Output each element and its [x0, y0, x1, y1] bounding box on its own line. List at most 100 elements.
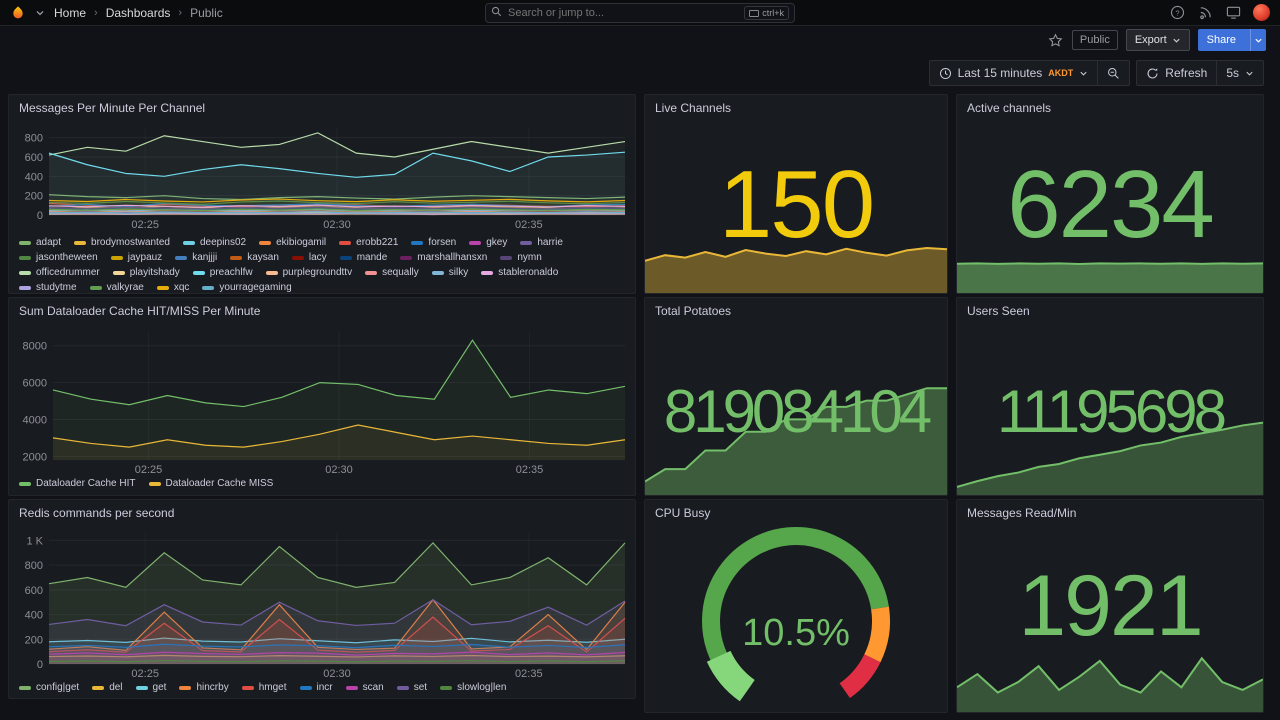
legend-item-jaypauz[interactable]: jaypauz — [110, 252, 163, 263]
panel-title[interactable]: CPU Busy — [655, 506, 711, 520]
panel-total-potatoes: Total Potatoes 819084104 — [644, 297, 948, 496]
legend-item-get[interactable]: get — [135, 682, 167, 693]
legend-series-label: get — [152, 682, 167, 693]
legend-series-label: Dataloader Cache HIT — [36, 478, 136, 489]
time-range-label: Last 15 minutes — [957, 66, 1043, 80]
breadcrumb-current[interactable]: Public — [190, 5, 223, 20]
legend-item-gkey[interactable]: gkey — [469, 237, 507, 248]
panel-title[interactable]: Redis commands per second — [19, 506, 175, 520]
legend-item-scan[interactable]: scan — [345, 682, 384, 693]
panel-title[interactable]: Messages Read/Min — [967, 506, 1077, 520]
legend-item-brodymostwanted[interactable]: brodymostwanted — [74, 237, 170, 248]
legend-item-dataloader-cache-miss[interactable]: Dataloader Cache MISS — [148, 478, 273, 489]
legend-item-lacy[interactable]: lacy — [291, 252, 327, 263]
zoom-out-button[interactable] — [1097, 61, 1129, 85]
share-caret[interactable] — [1250, 29, 1266, 51]
share-button[interactable]: Share — [1197, 29, 1266, 51]
keyboard-icon — [749, 9, 760, 17]
user-avatar[interactable] — [1253, 4, 1270, 21]
refresh-interval-picker[interactable]: 5s — [1216, 61, 1263, 85]
dataloader-chart[interactable]: 2000 4000 6000 8000 02:25 02:30 02:35 — [11, 326, 629, 476]
messages-read-value: 1921 — [1018, 558, 1203, 654]
public-tag[interactable]: Public — [1071, 30, 1118, 50]
svg-text:0: 0 — [37, 210, 43, 222]
legend-item-silky[interactable]: silky — [431, 267, 468, 278]
chevron-down-icon — [1246, 71, 1253, 76]
nav-menu-caret-icon[interactable] — [32, 5, 48, 21]
legend-item-mande[interactable]: mande — [339, 252, 387, 263]
legend-item-jasontheween[interactable]: jasontheween — [19, 252, 98, 263]
legend-item-preachlfw[interactable]: preachlfw — [192, 267, 253, 278]
search-input[interactable] — [508, 7, 739, 19]
svg-text:4000: 4000 — [23, 414, 47, 426]
share-label: Share — [1206, 34, 1236, 46]
legend-item-marshallhansxn[interactable]: marshallhansxn — [400, 252, 487, 263]
legend-item-ekibiogamil[interactable]: ekibiogamil — [259, 237, 326, 248]
panel-live-channels: Live Channels 150 — [644, 94, 948, 294]
legend-item-config-get[interactable]: config|get — [19, 682, 79, 693]
legend-series-label: erobb221 — [356, 237, 399, 248]
legend-series-label: jaypauz — [127, 252, 163, 263]
panel-messages-per-minute: Messages Per Minute Per Channel 0 200 400 6… — [8, 94, 636, 294]
legend-series-marker — [259, 240, 272, 245]
panel-title[interactable]: Total Potatoes — [655, 304, 732, 318]
messages-chart[interactable]: 0 200 400 600 800 02:25 02:30 02:35 — [11, 123, 629, 231]
legend-item-del[interactable]: del — [92, 682, 123, 693]
legend-item-nymn[interactable]: nymn — [500, 252, 542, 263]
panel-dataloader-cache: Sum Dataloader Cache HIT/MISS Per Minute… — [8, 297, 636, 496]
panel-title[interactable]: Messages Per Minute Per Channel — [19, 101, 206, 115]
legend-item-purplegroundttv[interactable]: purplegroundttv — [265, 267, 352, 278]
legend-item-forsen[interactable]: forsen — [411, 237, 456, 248]
legend-series-marker — [89, 285, 102, 290]
legend-series-label: del — [109, 682, 123, 693]
legend-item-adapt[interactable]: adapt — [19, 237, 61, 248]
legend-item-deepins02[interactable]: deepins02 — [182, 237, 246, 248]
news-rss-icon[interactable] — [1197, 5, 1213, 21]
legend-item-playitshady[interactable]: playitshady — [112, 267, 180, 278]
svg-text:200: 200 — [25, 634, 43, 646]
breadcrumb-dashboards[interactable]: Dashboards — [105, 5, 171, 20]
legend-item-studytme[interactable]: studytme — [19, 282, 77, 293]
panel-title[interactable]: Users Seen — [967, 304, 1030, 318]
monitor-icon[interactable] — [1225, 5, 1241, 21]
legend-series-marker — [400, 255, 413, 260]
panel-title[interactable]: Live Channels — [655, 101, 732, 115]
legend-series-marker — [19, 481, 31, 486]
legend-item-hincrby[interactable]: hincrby — [179, 682, 229, 693]
legend-item-harrie[interactable]: harrie — [520, 237, 563, 248]
legend-item-erobb221[interactable]: erobb221 — [339, 237, 398, 248]
legend-item-incr[interactable]: incr — [299, 682, 333, 693]
panel-title[interactable]: Active channels — [967, 101, 1052, 115]
legend-item-officedrummer[interactable]: officedrummer — [19, 267, 100, 278]
legend-item-valkyrae[interactable]: valkyrae — [89, 282, 144, 293]
help-icon[interactable]: ? — [1169, 5, 1185, 21]
svg-text:?: ? — [1175, 8, 1179, 17]
legend-item-xqc[interactable]: xqc — [156, 282, 189, 293]
legend-item-sequally[interactable]: sequally — [365, 267, 419, 278]
zoom-out-icon — [1108, 67, 1120, 79]
legend-item-kaysan[interactable]: kaysan — [230, 252, 279, 263]
legend-series-label: kanjjji — [192, 252, 218, 263]
legend-item-slowlog-len[interactable]: slowlog|len — [440, 682, 506, 693]
legend-item-dataloader-cache-hit[interactable]: Dataloader Cache HIT — [19, 478, 136, 489]
legend-item-hmget[interactable]: hmget — [241, 682, 287, 693]
legend-item-kanjjji[interactable]: kanjjji — [175, 252, 217, 263]
panel-users-seen: Users Seen 11195698 — [956, 297, 1264, 496]
redis-chart[interactable]: 0 200 400 600 800 1 K 02:25 02:30 02:35 — [11, 528, 629, 680]
refresh-button[interactable]: Refresh — [1137, 61, 1216, 85]
legend-item-stableronaldo[interactable]: stableronaldo — [481, 267, 558, 278]
grafana-logo[interactable] — [10, 5, 26, 21]
breadcrumb-home[interactable]: Home — [54, 5, 87, 20]
legend-series-marker — [431, 270, 444, 275]
legend-series-marker — [339, 255, 352, 260]
star-icon[interactable] — [1048, 32, 1064, 48]
time-range-picker[interactable]: Last 15 minutes AKDT — [930, 61, 1098, 85]
refresh-label: Refresh — [1165, 66, 1208, 80]
svg-text:0: 0 — [37, 659, 43, 671]
panel-title[interactable]: Sum Dataloader Cache HIT/MISS Per Minute — [19, 304, 261, 318]
legend-item-yourragegaming[interactable]: yourragegaming — [202, 282, 292, 293]
legend-item-set[interactable]: set — [396, 682, 427, 693]
export-button[interactable]: Export — [1125, 29, 1190, 51]
legend-series-marker — [291, 255, 304, 260]
search-box[interactable]: ctrl+k — [485, 3, 795, 23]
